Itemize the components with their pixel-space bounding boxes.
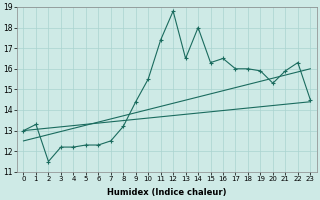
X-axis label: Humidex (Indice chaleur): Humidex (Indice chaleur) <box>107 188 227 197</box>
